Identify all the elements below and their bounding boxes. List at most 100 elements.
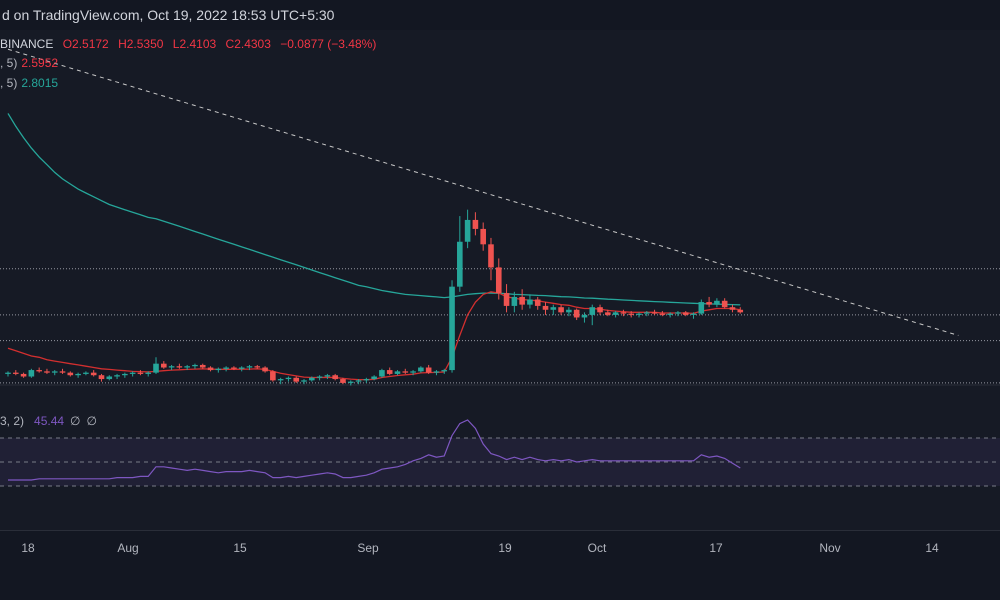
price-chart[interactable] xyxy=(0,30,1000,530)
candle-down xyxy=(386,370,393,374)
candle-up xyxy=(464,219,471,242)
candle-down xyxy=(207,367,214,371)
candle-up xyxy=(51,371,58,373)
candle-up xyxy=(184,366,190,368)
symbol-label: BINANCE xyxy=(0,37,54,51)
time-axis[interactable]: 18 Aug 15 Sep 19 Oct 17 Nov 14 xyxy=(0,530,1000,563)
candle-up xyxy=(246,366,253,368)
candle-up xyxy=(223,367,229,369)
candle-down xyxy=(480,228,486,245)
rsi-null-1: ∅ xyxy=(70,414,81,428)
candle-down xyxy=(519,296,525,305)
ema-fast-line xyxy=(7,291,741,381)
candle-down xyxy=(729,307,736,310)
candle-down xyxy=(737,309,744,313)
rsi-legend: 3, 2) 45.44 ∅ ∅ xyxy=(0,414,97,428)
candle-down xyxy=(36,370,42,372)
candle-up xyxy=(550,307,557,310)
candle-down xyxy=(605,312,611,315)
ema-fast-value: 2.5952 xyxy=(21,56,59,70)
candle-down xyxy=(332,375,338,380)
candle-up xyxy=(316,376,323,378)
candle-down xyxy=(651,312,658,314)
candle-down xyxy=(573,309,580,318)
candle-down xyxy=(402,371,409,373)
candle-up xyxy=(122,373,128,376)
candle-down xyxy=(542,305,549,310)
candle-up xyxy=(636,313,642,315)
candle-up xyxy=(301,380,307,382)
candle-up xyxy=(355,380,362,382)
candle-up xyxy=(106,376,113,380)
candle-down xyxy=(620,312,627,314)
candle-down xyxy=(495,267,502,294)
ema-slow-legend: , 5) 2.8015 xyxy=(0,76,58,90)
candle-down xyxy=(425,367,432,373)
rsi-label: 3, 2) xyxy=(0,414,25,428)
candle-up xyxy=(527,299,533,305)
candle-up xyxy=(5,372,11,374)
candle-down xyxy=(199,364,206,368)
candle-down xyxy=(137,372,144,374)
footer-bar xyxy=(0,562,1000,600)
candle-up xyxy=(433,371,440,373)
x-tick-label: 14 xyxy=(925,541,939,555)
candle-up xyxy=(714,300,720,305)
ohlc-legend: BINANCE O2.5172 H2.5350 L2.4103 C2.4303 … xyxy=(0,37,382,51)
candle-down xyxy=(293,377,300,382)
candle-down xyxy=(488,244,494,268)
candle-down xyxy=(721,300,728,308)
candle-up xyxy=(129,372,136,374)
candle-up xyxy=(168,366,175,368)
candle-down xyxy=(340,379,346,383)
candle-up xyxy=(511,296,518,306)
low-value: L2.4103 xyxy=(172,37,217,51)
candle-up xyxy=(394,371,401,374)
candle-up xyxy=(363,379,370,381)
open-value: O2.5172 xyxy=(62,37,109,51)
rsi-line xyxy=(8,419,741,481)
ema-slow-value: 2.8015 xyxy=(21,76,59,90)
ema-fast-legend: , 5) 2.5952 xyxy=(0,56,58,70)
header-text: d on TradingView.com, Oct 19, 2022 18:53… xyxy=(2,7,335,23)
candle-down xyxy=(270,371,276,381)
candle-up xyxy=(690,313,697,315)
candle-up xyxy=(285,377,292,380)
candle-up xyxy=(457,241,463,287)
candle-down xyxy=(534,299,541,306)
rsi-value: 45.44 xyxy=(34,414,65,428)
candle-down xyxy=(161,363,167,368)
candle-down xyxy=(231,367,237,369)
candle-down xyxy=(597,307,603,313)
candle-up xyxy=(309,377,315,381)
candle-down xyxy=(12,372,19,374)
candle-down xyxy=(67,372,74,376)
candle-up xyxy=(83,372,89,374)
candle-up xyxy=(698,302,705,314)
candle-up xyxy=(441,370,448,372)
candle-down xyxy=(90,372,97,376)
candle-up xyxy=(347,381,354,383)
candle-down xyxy=(472,219,479,229)
candle-down xyxy=(59,371,66,373)
candle-up xyxy=(566,309,572,313)
rsi-null-2: ∅ xyxy=(86,414,97,428)
candle-up xyxy=(589,307,596,315)
candle-up xyxy=(28,370,35,377)
candle-down xyxy=(628,313,634,315)
ema-fast-label: , 5) xyxy=(0,56,18,70)
candle-down xyxy=(176,366,183,368)
candle-up xyxy=(277,379,284,381)
candle-up xyxy=(371,376,377,380)
candle-up xyxy=(449,286,455,371)
candle-up xyxy=(75,373,81,376)
x-tick-label: Sep xyxy=(357,541,379,555)
candle-up xyxy=(675,312,681,314)
candle-up xyxy=(153,363,159,373)
x-tick-label: Aug xyxy=(117,541,139,555)
candle-up xyxy=(612,312,619,315)
header-bar: d on TradingView.com, Oct 19, 2022 18:53… xyxy=(0,0,1000,30)
x-tick-label: 15 xyxy=(233,541,247,555)
candle-up xyxy=(215,368,222,371)
